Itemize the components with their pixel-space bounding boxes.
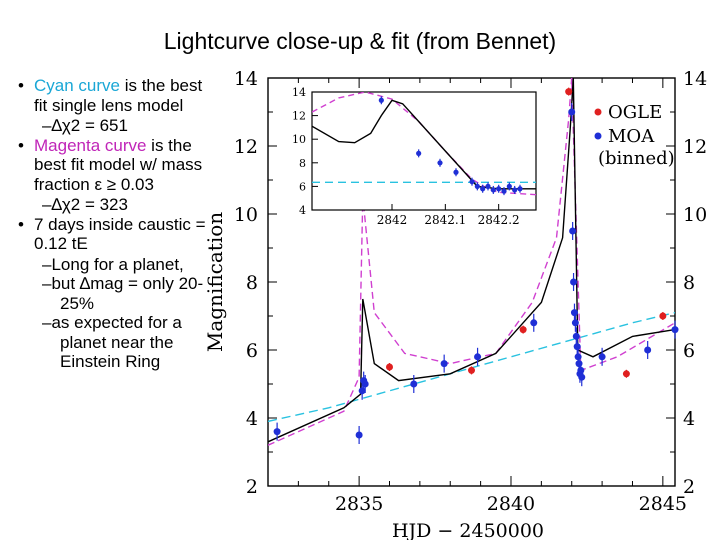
y-tick-label-right: 10 <box>683 204 707 226</box>
inset-moa-point <box>453 169 459 175</box>
slide-title: Lightcurve close-up & fit (from Bennet) <box>163 28 557 54</box>
inset-moa-point <box>416 150 422 156</box>
y-tick-label: 2 <box>246 476 258 498</box>
bullet-caustic: 7 days inside caustic = 0.12 tE <box>18 215 218 254</box>
inset-y-tick-label: 6 <box>299 180 306 193</box>
moa-point <box>571 319 579 327</box>
legend-binned-label: (binned) <box>598 148 675 169</box>
lightcurve-chart: 2 2 4 4 6 6 8 8 10 10 12 12 14 14 2835 2840 2845 HJD − 24… <box>203 68 707 540</box>
inset-moa-point <box>485 183 491 189</box>
y-tick-label-right: 8 <box>683 272 695 294</box>
y-tick-label: 12 <box>234 136 258 158</box>
y-tick-label-right: 12 <box>683 136 707 158</box>
x-axis-label: HJD − 2450000 <box>392 520 544 540</box>
y-tick-label-right: 2 <box>683 476 695 498</box>
y-tick-label: 14 <box>234 68 258 90</box>
moa-point <box>572 332 580 340</box>
inset-x-tick-label: 2842.1 <box>424 213 466 227</box>
inset-moa-point <box>517 186 523 192</box>
inset-y-tick-label: 12 <box>292 110 306 123</box>
moa-point <box>474 353 482 361</box>
inset-moa-point <box>512 187 518 193</box>
y-tick-label: 8 <box>246 272 258 294</box>
x-tick-label: 2835 <box>335 493 383 515</box>
x-tick-label: 2845 <box>639 493 687 515</box>
magenta-curve-label: Magenta curve <box>34 135 147 155</box>
moa-point <box>574 353 582 361</box>
legend-moa-label: MOA <box>608 126 655 147</box>
cyan-fit-curve <box>268 311 675 423</box>
sub-bullet-long: –Long for a planet, <box>42 254 184 274</box>
moa-point <box>273 428 281 436</box>
ogle-point <box>565 88 573 96</box>
inset-moa-point <box>496 186 502 192</box>
inset-moa-point <box>480 186 486 192</box>
inset-moa-point <box>501 188 507 194</box>
moa-point <box>671 326 679 334</box>
moa-point <box>575 360 583 368</box>
ogle-point <box>385 363 393 371</box>
ogle-point <box>659 312 667 320</box>
ogle-point <box>468 366 475 374</box>
y-tick-label: 10 <box>234 204 258 226</box>
moa-point <box>577 366 585 374</box>
inset-x-tick-label: 2842 <box>377 213 408 227</box>
inset-y-tick-label: 10 <box>292 133 306 146</box>
y-tick-label-right: 4 <box>683 408 695 430</box>
moa-point <box>361 380 369 388</box>
bullet-list: Cyan curve is the best fit single lens m… <box>18 76 218 372</box>
legend-moa-marker <box>594 132 602 140</box>
sub-bullet-einstein: –as expected for a planet near the Einst… <box>42 313 182 371</box>
moa-point <box>598 353 606 361</box>
ogle-point <box>622 370 630 378</box>
y-tick-label-right: 14 <box>683 68 707 90</box>
moa-point <box>355 431 363 439</box>
moa-point <box>410 380 418 388</box>
bullet-magenta-text: is the best fit model w/ mass fraction ε… <box>34 135 203 194</box>
moa-point <box>530 319 538 327</box>
bullet-cyan-text: is the best fit single lens model <box>34 76 203 115</box>
moa-point <box>578 373 586 381</box>
inset-y-tick-label: 14 <box>292 86 306 99</box>
y-tick-label: 4 <box>246 408 258 430</box>
inset-moa-point <box>469 179 475 185</box>
inset-moa-point <box>378 97 384 103</box>
inset-y-tick-label: 8 <box>299 157 306 170</box>
legend-ogle-marker <box>594 108 602 116</box>
bullet-cyan: Cyan curve is the best fit single lens m… <box>18 76 218 115</box>
moa-point <box>568 108 576 116</box>
moa-point <box>569 227 577 235</box>
inset-x-tick-label: 2842.2 <box>478 213 520 227</box>
inset-moa-point <box>490 187 496 193</box>
moa-point <box>440 360 448 368</box>
bullet-cyan-chi2: –∆χ2 = 651 <box>42 116 128 135</box>
legend-ogle-label: OGLE <box>608 102 662 123</box>
inset-moa-point <box>506 183 512 189</box>
inset-moa-point <box>437 160 443 166</box>
inset-y-tick-label: 4 <box>299 204 306 217</box>
sub-bullet-dmag: –but ∆mag = only 20-25% <box>42 274 204 313</box>
y-tick-label-right: 6 <box>683 340 695 362</box>
bullet-magenta: Magenta curve is the best fit model w/ m… <box>18 136 218 195</box>
cyan-curve-label: Cyan curve <box>34 76 120 95</box>
moa-point <box>570 309 578 317</box>
moa-point <box>644 346 652 354</box>
ogle-point <box>519 326 527 334</box>
moa-point <box>570 278 578 286</box>
x-tick-label: 2840 <box>487 493 535 515</box>
y-axis-label: Magnification <box>203 212 227 352</box>
moa-point <box>573 343 581 351</box>
inset-moa-point <box>474 183 480 189</box>
black-fit-curve <box>268 78 675 443</box>
bullet-magenta-chi2: –∆χ2 = 323 <box>42 195 128 214</box>
y-tick-label: 6 <box>246 340 258 362</box>
